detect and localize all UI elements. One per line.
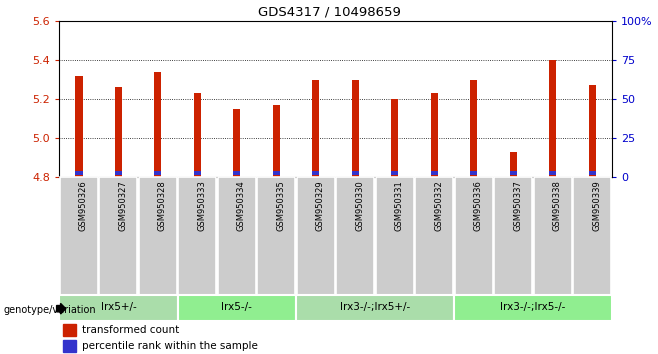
Text: GSM950335: GSM950335 (276, 181, 286, 231)
FancyBboxPatch shape (376, 177, 414, 296)
FancyBboxPatch shape (99, 177, 138, 296)
Bar (470, 171, 477, 175)
Text: GSM950339: GSM950339 (592, 181, 601, 231)
Bar (510, 152, 517, 177)
Text: lrx3-/-;lrx5-/-: lrx3-/-;lrx5-/- (500, 302, 566, 313)
Bar (194, 171, 201, 175)
Bar (589, 171, 595, 175)
Bar (392, 99, 398, 177)
Bar (510, 171, 517, 175)
Bar (155, 171, 161, 175)
Bar (63, 340, 76, 353)
Bar (115, 171, 122, 175)
FancyBboxPatch shape (415, 177, 453, 296)
Bar (589, 86, 595, 177)
Text: GSM950334: GSM950334 (237, 181, 246, 231)
Text: GSM950336: GSM950336 (474, 181, 483, 232)
Bar (313, 80, 319, 177)
Bar (313, 171, 319, 175)
Bar (431, 93, 438, 177)
Text: GDS4317 / 10498659: GDS4317 / 10498659 (257, 5, 401, 18)
Text: GSM950338: GSM950338 (553, 181, 562, 232)
FancyBboxPatch shape (218, 177, 256, 296)
Text: percentile rank within the sample: percentile rank within the sample (82, 341, 258, 352)
Bar (63, 324, 76, 336)
FancyBboxPatch shape (59, 295, 178, 321)
Text: lrx3-/-;lrx5+/-: lrx3-/-;lrx5+/- (340, 302, 410, 313)
Bar (549, 60, 556, 177)
FancyBboxPatch shape (139, 177, 177, 296)
Bar (76, 76, 82, 177)
FancyBboxPatch shape (336, 177, 374, 296)
Bar (76, 171, 82, 175)
Text: GSM950331: GSM950331 (395, 181, 404, 231)
Text: GSM950330: GSM950330 (355, 181, 365, 231)
Text: GSM950332: GSM950332 (434, 181, 443, 231)
FancyBboxPatch shape (573, 177, 611, 296)
Bar (273, 171, 280, 175)
Bar (352, 171, 359, 175)
Bar (115, 87, 122, 177)
Text: GSM950329: GSM950329 (316, 181, 325, 231)
Bar (234, 109, 240, 177)
FancyBboxPatch shape (494, 177, 532, 296)
Text: GSM950333: GSM950333 (197, 181, 207, 232)
Text: lrx5-/-: lrx5-/- (222, 302, 252, 313)
FancyBboxPatch shape (296, 295, 454, 321)
Bar (194, 93, 201, 177)
FancyBboxPatch shape (178, 177, 216, 296)
Text: GSM950326: GSM950326 (79, 181, 88, 231)
Bar (352, 80, 359, 177)
Bar (392, 171, 398, 175)
Text: lrx5+/-: lrx5+/- (101, 302, 136, 313)
FancyBboxPatch shape (60, 177, 98, 296)
Text: GSM950327: GSM950327 (118, 181, 128, 231)
FancyBboxPatch shape (257, 177, 295, 296)
FancyBboxPatch shape (455, 177, 493, 296)
Text: transformed count: transformed count (82, 325, 180, 336)
Text: genotype/variation: genotype/variation (3, 305, 96, 315)
Bar (431, 171, 438, 175)
Bar (234, 171, 240, 175)
Bar (155, 72, 161, 177)
Text: GSM950328: GSM950328 (158, 181, 167, 231)
FancyBboxPatch shape (178, 295, 296, 321)
FancyBboxPatch shape (454, 295, 612, 321)
Bar (273, 105, 280, 177)
Text: GSM950337: GSM950337 (513, 181, 522, 232)
Bar (549, 171, 556, 175)
FancyBboxPatch shape (534, 177, 572, 296)
FancyBboxPatch shape (297, 177, 335, 296)
Bar (470, 80, 477, 177)
